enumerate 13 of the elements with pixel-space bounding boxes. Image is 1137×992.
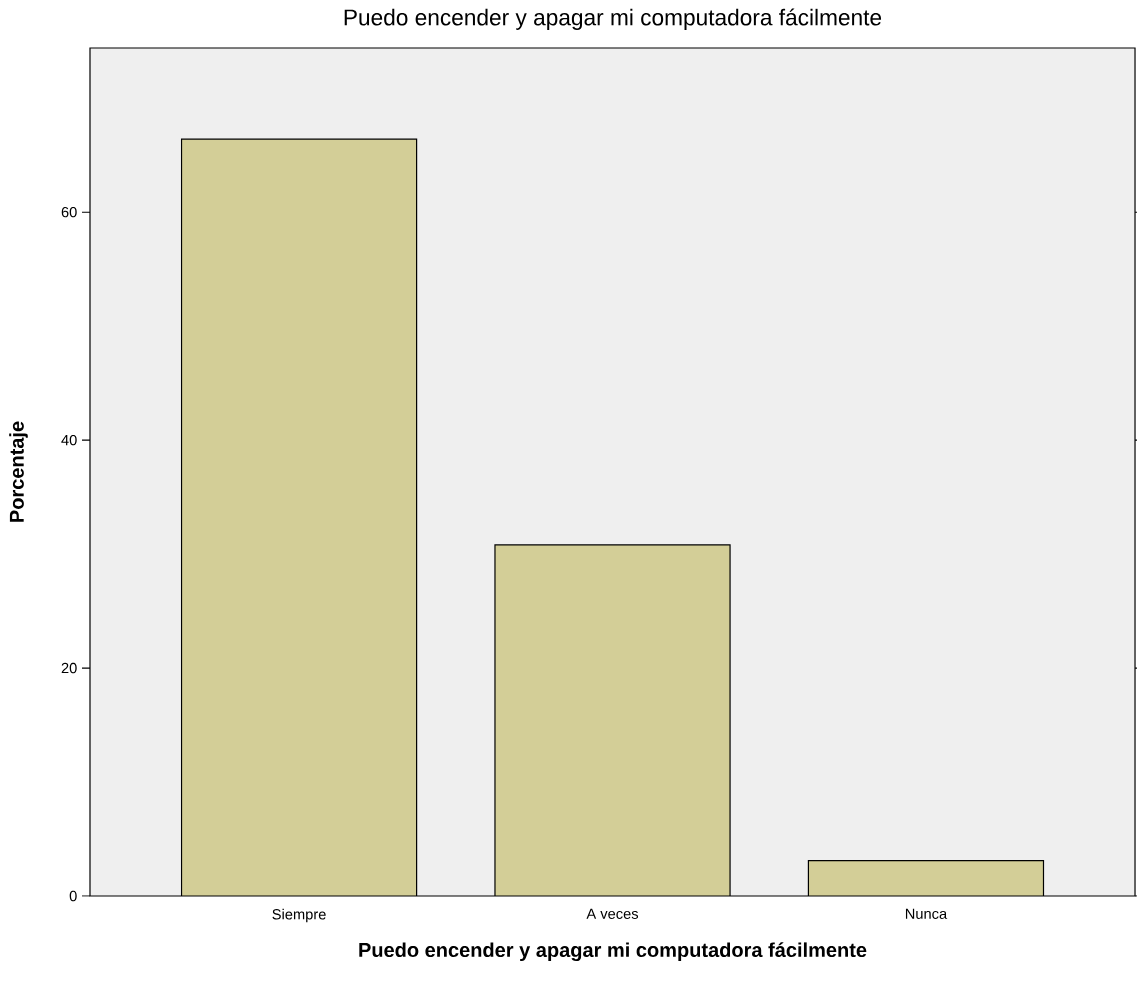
y-tick-label: 60 [61, 206, 77, 218]
x-tick-label: Siempre [272, 908, 326, 923]
x-tick-label: Nunca [905, 908, 948, 919]
y-axis-title: Porcentaje [9, 421, 28, 522]
y-tick-label: 40 [61, 434, 77, 446]
x-tick-label: A veces [586, 908, 639, 919]
bar [180, 138, 418, 896]
y-tick-label: 0 [69, 890, 77, 902]
x-axis-title: Puedo encender y apagar mi computadora fácilmente [359, 942, 867, 962]
bar [494, 544, 731, 896]
chart-title: Puedo encender y apagar mi computadora fácilmente [344, 8, 882, 30]
bar [807, 860, 1045, 896]
y-tick-label: 20 [61, 662, 77, 674]
